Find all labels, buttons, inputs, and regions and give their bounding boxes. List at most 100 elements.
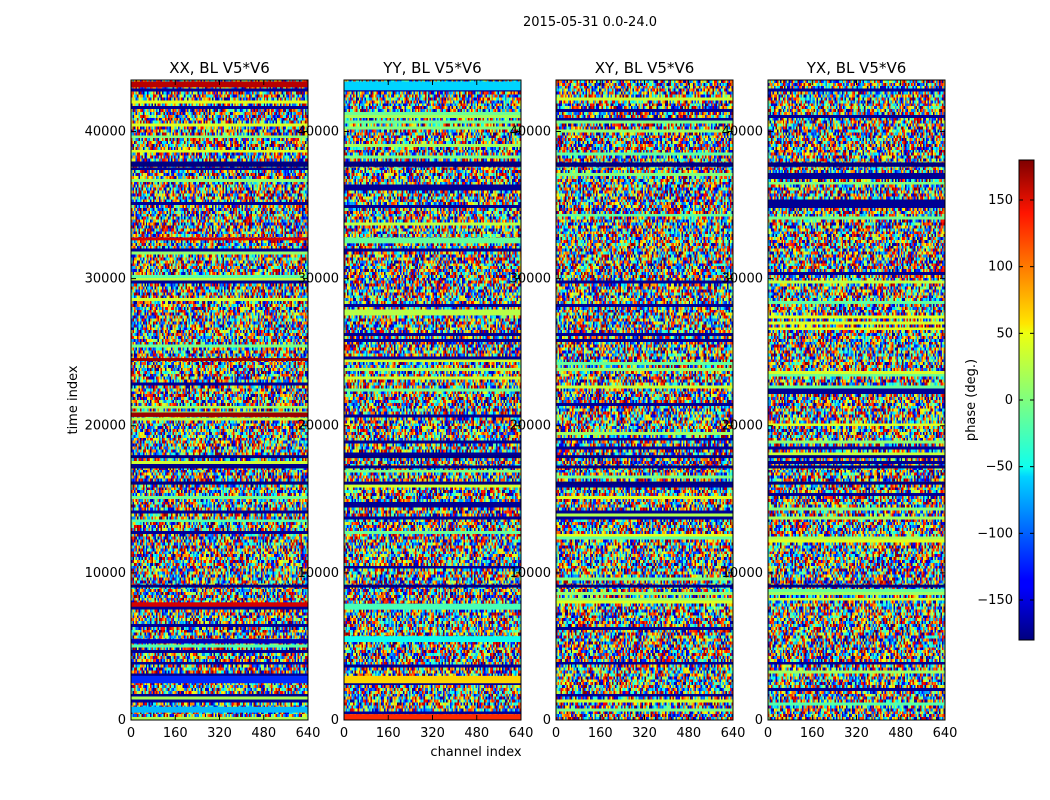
phase-raster — [768, 80, 945, 720]
panel-4: YX, BL V5*V6 0 160 320 480 640 0 10000 20000 3000… — [722, 59, 958, 741]
x-tick-label: 640 — [509, 726, 534, 741]
colorbar-tick-label: −50 — [986, 460, 1013, 475]
phase-band — [556, 455, 733, 459]
y-tick-label: 20000 — [722, 419, 763, 434]
phase-band — [131, 706, 308, 713]
phase-band — [344, 465, 521, 469]
panel-3: XY, BL V5*V6 0 160 320 480 640 0 10000 20000 3000… — [510, 59, 746, 741]
x-tick-label: 320 — [207, 726, 232, 741]
x-tick-label: 320 — [844, 726, 869, 741]
panel-title: XY, BL V5*V6 — [595, 59, 695, 77]
x-tick-label: 0 — [552, 726, 560, 741]
phase-band — [131, 455, 308, 459]
phase-band — [131, 481, 308, 485]
y-tick-label: 0 — [543, 713, 551, 728]
phase-band — [131, 465, 308, 469]
phase-band — [344, 675, 521, 684]
y-tick-label: 10000 — [510, 566, 551, 581]
phase-band — [344, 81, 521, 91]
x-tick-label: 640 — [933, 726, 958, 741]
phase-band — [344, 481, 521, 485]
y-axis-label: time index — [66, 365, 81, 434]
panels: XX, BL V5*V6 0 160 320 480 640 0 10000 20000 3000… — [85, 59, 958, 741]
y-tick-label: 40000 — [722, 124, 763, 139]
x-tick-label: 480 — [676, 726, 701, 741]
colorbar: 150 100 50 0 −50 −100 −150 phase (deg.) — [964, 159, 1035, 641]
panel-title: XX, BL V5*V6 — [169, 59, 270, 77]
phase-band — [344, 309, 521, 316]
y-tick-label: 30000 — [298, 272, 339, 287]
phase-band — [768, 455, 945, 459]
y-tick-label: 10000 — [298, 566, 339, 581]
y-tick-label: 30000 — [85, 272, 126, 287]
colorbar-tick-label: 100 — [988, 260, 1013, 275]
y-tick-label: 20000 — [298, 419, 339, 434]
phase-raster — [131, 80, 308, 720]
phase-band — [556, 465, 733, 469]
phase-band — [131, 602, 308, 607]
panel-1: XX, BL V5*V6 0 160 320 480 640 0 10000 20000 3000… — [85, 59, 321, 741]
phase-raster — [344, 80, 521, 720]
x-tick-label: 0 — [764, 726, 772, 741]
y-tick-label: 40000 — [510, 124, 551, 139]
y-tick-label: 40000 — [85, 124, 126, 139]
panel-title: YX, BL V5*V6 — [806, 59, 907, 77]
phase-band — [556, 584, 733, 588]
phase-band — [344, 455, 521, 459]
figure-title: 2015-05-31 0.0-24.0 — [523, 15, 657, 30]
phase-band — [344, 162, 521, 167]
phase-band — [344, 603, 521, 610]
panel-2: YY, BL V5*V6 0 160 320 480 640 0 10000 20000 3000… — [298, 59, 534, 741]
phase-band — [131, 358, 308, 362]
x-tick-label: 160 — [800, 726, 825, 741]
phase-band — [131, 162, 308, 167]
phase-band — [768, 465, 945, 469]
x-axis-label: channel index — [430, 745, 521, 760]
colorbar-tick-label: −150 — [977, 593, 1013, 608]
x-tick-label: 640 — [721, 726, 746, 741]
phase-band — [768, 481, 945, 485]
phase-band — [768, 162, 945, 167]
x-tick-label: 320 — [420, 726, 445, 741]
phase-band — [131, 584, 308, 588]
y-tick-label: 10000 — [722, 566, 763, 581]
y-tick-label: 10000 — [85, 566, 126, 581]
phase-band — [556, 481, 733, 485]
x-tick-label: 640 — [296, 726, 321, 741]
phase-band — [344, 636, 521, 643]
colorbar-label: phase (deg.) — [964, 359, 979, 441]
x-tick-label: 0 — [127, 726, 135, 741]
phase-band — [344, 237, 521, 244]
colorbar-tick-label: 0 — [1005, 393, 1013, 408]
x-tick-label: 480 — [251, 726, 276, 741]
phase-raster — [556, 80, 733, 720]
colorbar-tick-label: 50 — [996, 326, 1013, 341]
colorbar-tick-label: −100 — [977, 526, 1013, 541]
x-tick-label: 160 — [588, 726, 613, 741]
colorbar-ticks: 150 100 50 0 −50 −100 −150 — [977, 193, 1034, 608]
phase-band — [131, 675, 308, 684]
phase-band — [131, 412, 308, 417]
x-tick-label: 320 — [632, 726, 657, 741]
x-tick-label: 160 — [163, 726, 188, 741]
y-tick-label: 30000 — [510, 272, 551, 287]
phase-band — [344, 584, 521, 588]
y-tick-label: 0 — [331, 713, 339, 728]
phase-band — [131, 237, 308, 241]
x-tick-label: 160 — [376, 726, 401, 741]
y-tick-label: 0 — [755, 713, 763, 728]
phase-band — [768, 584, 945, 588]
colorbar-tick-label: 150 — [988, 193, 1013, 208]
x-tick-label: 480 — [888, 726, 913, 741]
y-tick-label: 20000 — [85, 419, 126, 434]
y-tick-label: 0 — [118, 713, 126, 728]
x-tick-label: 0 — [340, 726, 348, 741]
y-tick-label: 20000 — [510, 419, 551, 434]
y-tick-label: 30000 — [722, 272, 763, 287]
phase-band — [131, 639, 308, 644]
x-tick-label: 480 — [464, 726, 489, 741]
y-tick-label: 40000 — [298, 124, 339, 139]
panel-title: YY, BL V5*V6 — [382, 59, 481, 77]
phase-band — [556, 162, 733, 167]
